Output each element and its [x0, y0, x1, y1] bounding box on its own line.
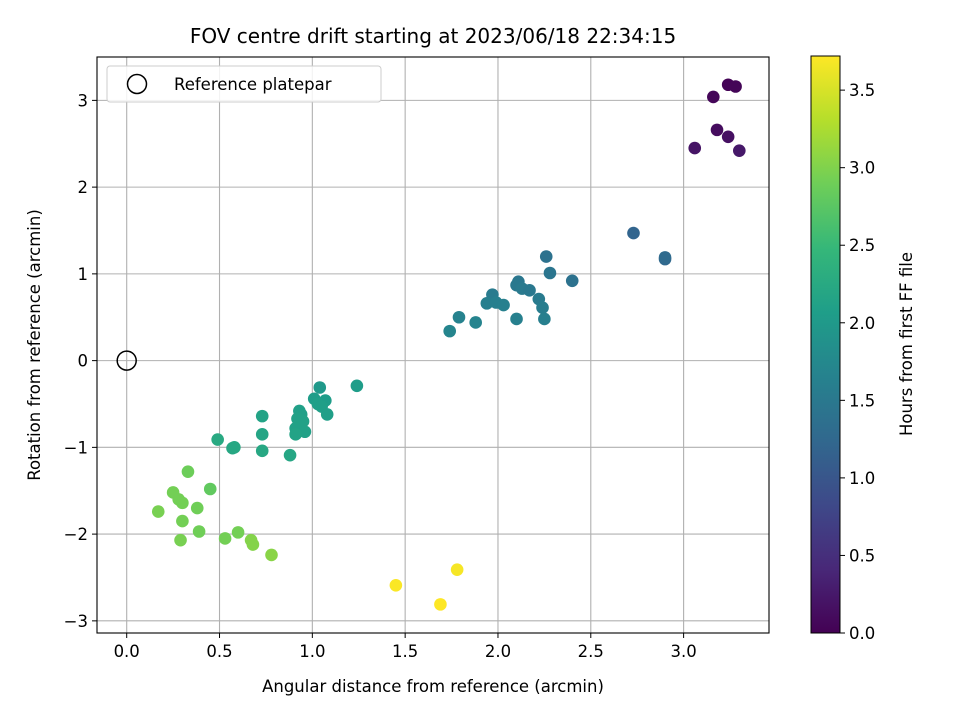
colorbar-tick-label: 2.0	[849, 314, 875, 333]
scatter-point	[688, 141, 702, 155]
scatter-point	[389, 578, 403, 592]
reference-platepar-marker	[116, 350, 137, 371]
scatter-point	[658, 251, 672, 264]
scatter-point	[320, 408, 334, 421]
legend-label: Reference platepar	[174, 75, 332, 94]
x-tick-label: 2.5	[578, 642, 604, 661]
x-tick-label: 2.0	[485, 642, 511, 661]
colorbar-tick-label: 1.0	[849, 469, 875, 488]
scatter-point	[176, 496, 189, 510]
x-axis-ticks: 0.0 0.5 1.0 1.5 2.0 2.5 3.0	[114, 633, 697, 661]
x-tick-label: 1.5	[392, 642, 418, 661]
scatter-point	[538, 312, 551, 326]
scatter-point	[192, 525, 206, 538]
scatter-point	[350, 379, 364, 393]
scatter-point	[289, 428, 302, 441]
scatter-point	[452, 310, 466, 324]
scatter-point	[721, 130, 735, 144]
colorbar	[810, 55, 841, 634]
scatter-point	[443, 324, 457, 338]
x-tick-label: 0.5	[206, 642, 232, 661]
colorbar-tick-label: 2.5	[849, 236, 875, 255]
colorbar-tick-label: 0.0	[849, 624, 875, 643]
y-tick-label: −2	[64, 525, 88, 544]
scatter-point	[707, 90, 720, 104]
scatter-point	[627, 226, 640, 240]
x-axis-label: Angular distance from reference (arcmin)	[262, 677, 604, 696]
y-tick-label: −1	[64, 438, 88, 457]
scatter-point	[434, 598, 447, 611]
x-tick-label: 1.0	[299, 642, 325, 661]
scatter-point	[497, 298, 510, 312]
scatter-point	[255, 409, 269, 423]
scatter-point	[450, 563, 464, 576]
scatter-point	[539, 250, 553, 263]
scatter-point	[565, 274, 579, 288]
colorbar-label: Hours from first FF file	[897, 252, 916, 436]
scatter-point	[203, 482, 217, 496]
scatter-point	[510, 312, 523, 326]
scatter-point	[523, 284, 536, 297]
y-tick-label: 0	[78, 352, 89, 371]
legend: Reference platepar	[106, 65, 382, 103]
legend-reference-marker	[126, 73, 148, 95]
x-tick-label: 0.0	[114, 642, 140, 661]
plot-frame	[96, 56, 770, 634]
y-tick-label: −3	[64, 612, 88, 631]
scatter-point	[181, 465, 195, 478]
scatter-point	[231, 526, 245, 539]
scatter-point	[283, 448, 297, 462]
scatter-point	[174, 533, 187, 547]
scatter-point	[246, 538, 260, 551]
scatter-point	[710, 123, 724, 137]
scatter-point	[543, 266, 557, 280]
legend-box	[106, 65, 382, 103]
colorbar-tick-label: 1.5	[849, 391, 875, 410]
scatter-point	[190, 501, 204, 515]
scatter-point	[536, 301, 549, 314]
y-tick-label: 2	[78, 178, 89, 197]
scatter-point	[151, 505, 165, 518]
scatter-point	[729, 80, 742, 93]
x-tick-label: 3.0	[670, 642, 696, 661]
y-axis-ticks: −3 −2 −1 0 1 2 3	[64, 91, 97, 631]
scatter-point	[313, 381, 327, 394]
scatter-point	[255, 428, 269, 441]
colorbar-tick-label: 3.5	[849, 81, 875, 100]
scatter-point	[265, 548, 278, 562]
colorbar-ticks: 0.0 0.5 1.0 1.5 2.0 2.5 3.0 3.5	[840, 81, 875, 643]
chart-title: FOV centre drift starting at 2023/06/18 …	[190, 24, 676, 48]
colorbar-tick-label: 0.5	[849, 546, 875, 565]
scatter-points	[151, 78, 746, 611]
scatter-point	[211, 433, 224, 446]
colorbar-tick-label: 3.0	[849, 159, 875, 178]
scatter-point	[218, 532, 232, 545]
scatter-point	[228, 441, 241, 454]
y-tick-label: 1	[78, 265, 89, 284]
grid-lines	[97, 57, 769, 633]
scatter-point	[469, 316, 482, 329]
reference-marker-layer	[116, 350, 137, 371]
y-tick-label: 3	[78, 91, 89, 110]
scatter-point	[732, 144, 746, 157]
scatter-point	[255, 444, 269, 458]
y-axis-label: Rotation from reference (arcmin)	[25, 209, 44, 481]
scatter-point	[480, 297, 494, 310]
scatter-point	[176, 514, 189, 528]
